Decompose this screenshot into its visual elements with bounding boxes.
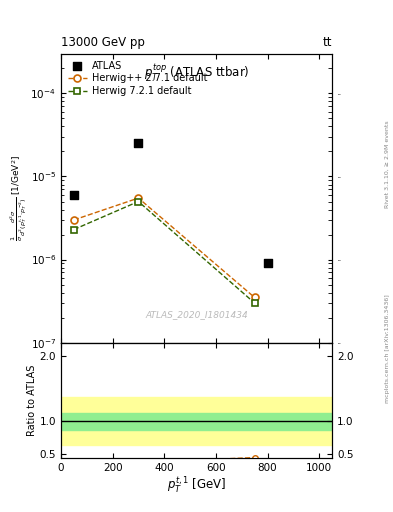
Text: mcplots.cern.ch [arXiv:1306.3436]: mcplots.cern.ch [arXiv:1306.3436] xyxy=(385,294,389,402)
Herwig 7.2.1 default xyxy=(72,226,76,232)
Text: ATLAS_2020_I1801434: ATLAS_2020_I1801434 xyxy=(145,311,248,319)
Legend: ATLAS, Herwig++ 2.7.1 default, Herwig 7.2.1 default: ATLAS, Herwig++ 2.7.1 default, Herwig 7.… xyxy=(66,58,209,98)
X-axis label: $p_T^{t,1}$ [GeV]: $p_T^{t,1}$ [GeV] xyxy=(167,476,226,496)
Y-axis label: $\frac{1}{\sigma}\frac{d^2\sigma}{d^2(p_T^{t,1}\!\cdot\!p_T^{-2})}$ [1/GeV$^2$]: $\frac{1}{\sigma}\frac{d^2\sigma}{d^2(p_… xyxy=(8,155,29,241)
Herwig 7.2.1 default xyxy=(136,199,141,205)
Y-axis label: Ratio to ATLAS: Ratio to ATLAS xyxy=(27,365,37,436)
Herwig++ 2.7.1 default xyxy=(252,294,257,301)
Line: Herwig++ 2.7.1 default: Herwig++ 2.7.1 default xyxy=(70,195,258,301)
Herwig++ 2.7.1 default xyxy=(72,217,76,223)
Line: Herwig 7.2.1 default: Herwig 7.2.1 default xyxy=(70,198,258,307)
ATLAS xyxy=(71,191,77,199)
Herwig++ 2.7.1 default xyxy=(136,195,141,201)
Text: tt: tt xyxy=(323,36,332,49)
ATLAS xyxy=(264,259,271,267)
Text: Rivet 3.1.10, ≥ 2.9M events: Rivet 3.1.10, ≥ 2.9M events xyxy=(385,120,389,208)
Bar xyxy=(61,397,332,445)
Text: 13000 GeV pp: 13000 GeV pp xyxy=(61,36,145,49)
Herwig 7.2.1 default xyxy=(252,300,257,306)
Text: $p_T^{top}$ (ATLAS ttbar): $p_T^{top}$ (ATLAS ttbar) xyxy=(144,62,249,83)
ATLAS xyxy=(135,139,141,147)
Bar xyxy=(61,413,332,430)
